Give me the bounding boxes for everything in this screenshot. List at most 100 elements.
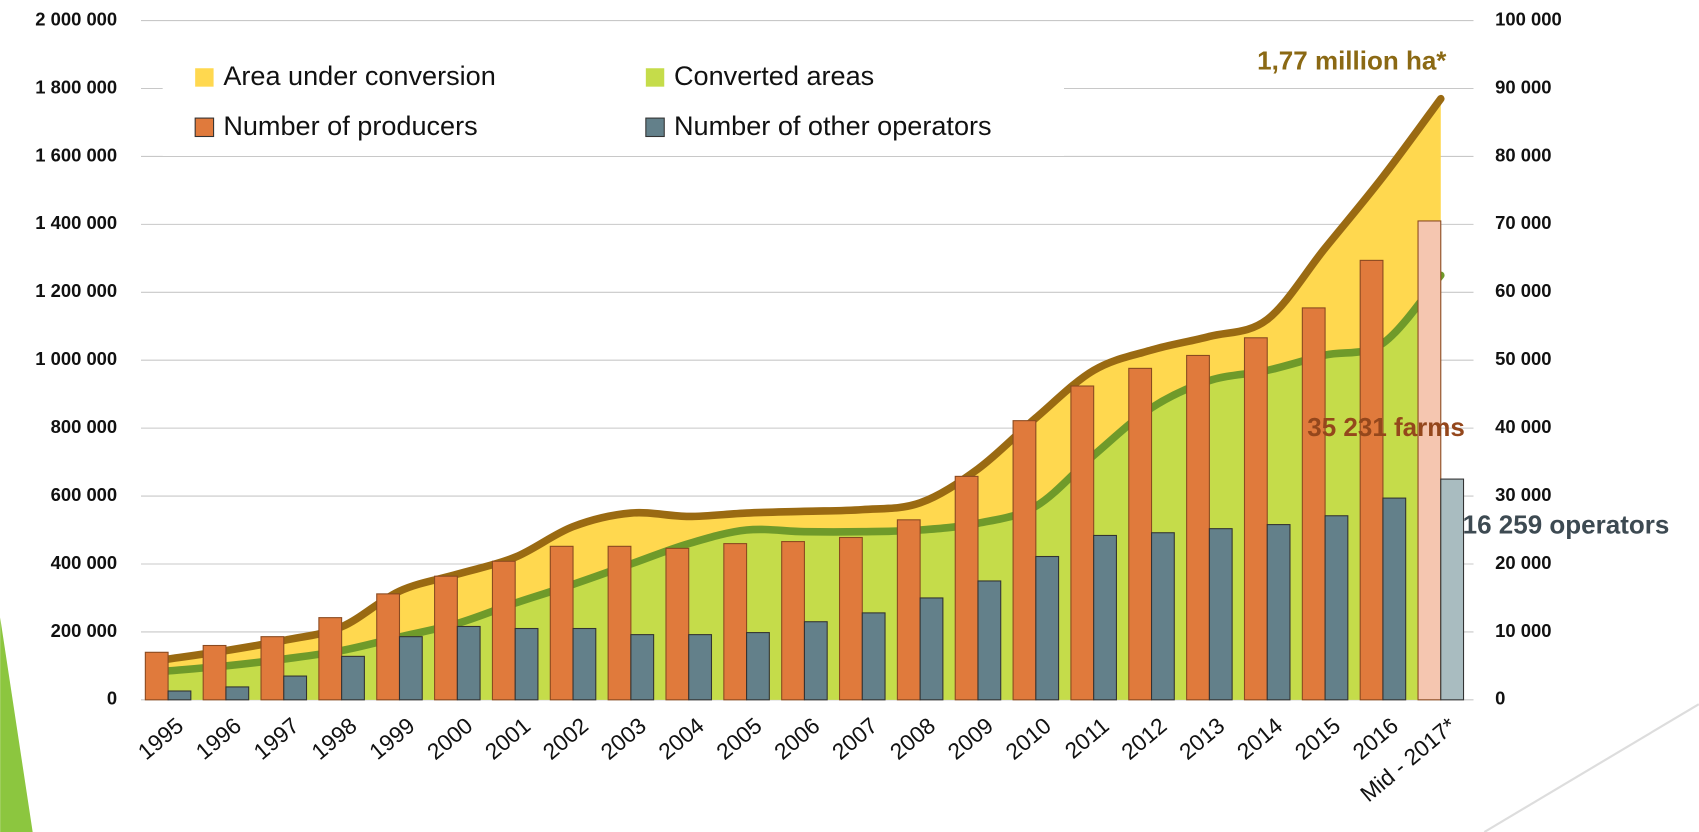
bar: [572, 627, 597, 701]
bar: [398, 636, 423, 701]
bar: [781, 541, 805, 701]
area: [168, 275, 1441, 700]
bar: [491, 560, 516, 701]
y2-tick-label: 10 000: [1495, 620, 1551, 641]
y2-tick-label: 20 000: [1495, 552, 1551, 573]
bar: [341, 655, 365, 701]
bar: [1440, 478, 1465, 701]
legend-swatch: [645, 117, 665, 138]
x-tick-label: 2001: [480, 712, 535, 764]
y-tick-label: 1 200 000: [35, 280, 117, 301]
annotation: 35 231 farms: [1307, 412, 1465, 442]
x-tick-label: 1997: [248, 712, 303, 764]
bar: [167, 690, 192, 701]
x-tick-label: 2008: [885, 712, 940, 764]
bar: [1208, 528, 1233, 701]
annotation: 1,77 million ha*: [1257, 46, 1447, 76]
y-tick-label: 1 600 000: [35, 144, 117, 165]
legend-swatch: [645, 68, 665, 87]
y2-tick-label: 70 000: [1495, 212, 1551, 233]
bar: [803, 621, 828, 701]
x-tick-label: 2003: [595, 712, 650, 764]
bar: [318, 617, 343, 701]
bar: [376, 593, 401, 701]
legend-swatch: [195, 68, 214, 87]
legend-label: Area under conversion: [223, 60, 495, 91]
bar: [665, 547, 690, 701]
y2-tick-label: 60 000: [1495, 280, 1551, 301]
bar: [896, 519, 921, 701]
bar: [746, 632, 770, 701]
y-tick-label: 400 000: [51, 552, 118, 573]
y-tick-label: 600 000: [51, 484, 118, 505]
x-tick-label: 2009: [943, 712, 998, 764]
legend-label: Number of other operators: [674, 110, 992, 141]
x-tick-label: 1995: [133, 712, 188, 764]
x-tick-label: 2015: [1290, 712, 1345, 764]
x-tick-label: 2010: [1000, 712, 1055, 764]
bar: [630, 634, 655, 701]
y2-tick-label: 30 000: [1495, 484, 1551, 505]
bar: [1035, 555, 1060, 701]
y2-tick-label: 80 000: [1495, 144, 1551, 165]
bar: [225, 686, 250, 701]
y-tick-label: 200 000: [51, 620, 118, 641]
legend-swatch: [194, 117, 215, 138]
bar: [1243, 337, 1268, 701]
y-tick-label: 1 400 000: [35, 212, 117, 233]
x-tick-label: 2005: [711, 712, 766, 764]
bar: [1150, 532, 1175, 701]
y2-tick-label: 0: [1495, 688, 1505, 709]
bar: [1186, 354, 1210, 701]
bar: [919, 597, 944, 701]
x-tick-label: 2006: [769, 712, 824, 764]
legend-label: Number of producers: [223, 110, 477, 141]
x-tick-label: 1998: [306, 712, 361, 764]
y-tick-label: 0: [107, 688, 117, 709]
annotation: 16 259 operators: [1463, 509, 1670, 539]
x-tick-label: 2012: [1116, 712, 1171, 764]
bar: [954, 475, 979, 701]
x-tick-label: 2002: [538, 712, 593, 764]
bar: [514, 627, 539, 701]
bar: [260, 636, 285, 701]
bar: [1382, 497, 1407, 701]
x-tick-label: 1996: [191, 712, 246, 764]
bar: [1093, 534, 1117, 701]
legend-box: [162, 52, 1064, 156]
bar: [688, 634, 713, 701]
bar: [723, 543, 748, 701]
decoration: [0, 617, 33, 832]
y2-tick-label: 50 000: [1495, 348, 1551, 369]
bar: [861, 612, 886, 701]
bar: [144, 651, 169, 701]
y-tick-label: 2 000 000: [35, 8, 117, 29]
y2-tick-label: 100 000: [1495, 8, 1562, 29]
bar: [1012, 420, 1037, 701]
bar: [607, 545, 632, 701]
legend-label: Converted areas: [674, 60, 874, 91]
decoration: [1483, 703, 1699, 832]
y-tick-label: 1 800 000: [35, 76, 117, 97]
x-tick-label: 1999: [364, 712, 419, 764]
bar: [1266, 524, 1291, 701]
bar: [434, 575, 458, 701]
bar: [1128, 367, 1153, 701]
bar: [202, 644, 227, 701]
bar: [977, 580, 1002, 701]
bar: [1324, 515, 1349, 701]
bar: [1301, 307, 1326, 701]
bar: [283, 675, 308, 701]
x-tick-label: 2014: [1232, 712, 1287, 764]
x-tick-label: 2011: [1060, 712, 1114, 763]
y-tick-label: 800 000: [51, 416, 118, 437]
bar: [838, 536, 863, 701]
x-tick-label: 2000: [422, 712, 477, 764]
y2-tick-label: 90 000: [1495, 76, 1551, 97]
x-tick-label: 2013: [1174, 712, 1229, 764]
bar: [456, 625, 481, 701]
y2-tick-label: 40 000: [1495, 416, 1551, 437]
x-tick-label: 2007: [827, 712, 882, 764]
bar: [1359, 259, 1384, 701]
